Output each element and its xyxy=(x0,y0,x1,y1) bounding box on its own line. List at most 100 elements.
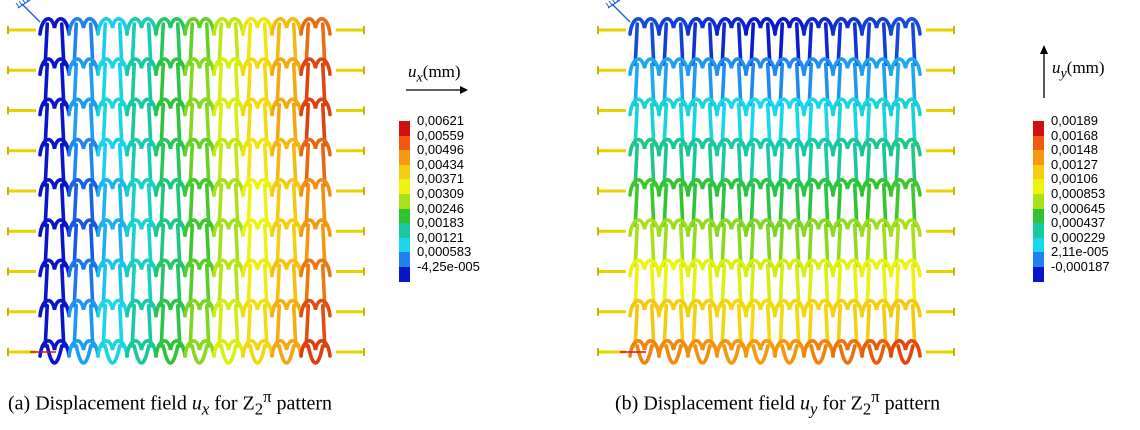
caption-a: (a) Displacement field ux for Z2π patter… xyxy=(8,387,333,419)
stitch-loop xyxy=(802,218,835,268)
stitch-loop xyxy=(299,298,332,348)
stitch-loop xyxy=(67,178,100,228)
stitch-loop xyxy=(125,258,158,308)
stitch-loop xyxy=(67,298,100,348)
panel-ux: ux(mm) 0,00621 0,00559 0,00496 0,00434 0,003… xyxy=(0,0,560,430)
stitch-loop xyxy=(860,178,893,228)
stitch-loop xyxy=(744,97,777,147)
stitch-loop xyxy=(67,339,100,365)
stitch-loop xyxy=(154,258,187,308)
stitch-loop xyxy=(831,137,864,187)
legend-swatch xyxy=(399,208,410,224)
support-line xyxy=(21,3,41,23)
uy-axis-label: uy(mm) xyxy=(1052,58,1105,82)
stitch-loop xyxy=(67,17,100,67)
stitch-loop xyxy=(96,298,129,348)
stitch-loop xyxy=(96,339,129,365)
legend-swatch xyxy=(399,267,410,283)
stitch-loop xyxy=(154,178,187,228)
legend-swatch xyxy=(399,237,410,253)
stitch-loop xyxy=(715,178,748,228)
stitch-loop xyxy=(628,178,661,228)
stitch-loop xyxy=(241,97,274,147)
stitch-loop xyxy=(686,339,719,365)
stitch-loop xyxy=(212,218,245,268)
stitch-loop xyxy=(657,57,690,107)
legend-value: 0,00189 xyxy=(1051,113,1098,128)
stitch-loop xyxy=(831,17,864,67)
stitch-loop xyxy=(125,137,158,187)
stitch-loop xyxy=(773,339,806,365)
support-hatch xyxy=(15,2,20,8)
legend-value: 0,00148 xyxy=(1051,142,1098,158)
stitch-loop xyxy=(773,258,806,308)
stitch-loop xyxy=(96,218,129,268)
stitch-loop xyxy=(773,298,806,348)
stitch-loop xyxy=(125,339,158,365)
stitch-loop xyxy=(744,137,777,187)
stitch-loop xyxy=(183,137,216,187)
stitch-loop xyxy=(628,339,661,365)
stitch-loop xyxy=(38,258,71,308)
stitch-loop xyxy=(212,57,245,107)
stitch-loop xyxy=(628,97,661,147)
stitch-loop xyxy=(831,258,864,308)
stitch-loop xyxy=(628,137,661,187)
stitch-loop xyxy=(686,97,719,147)
support-hatch xyxy=(607,0,621,9)
legend-swatch xyxy=(399,194,410,210)
stitch-loop xyxy=(241,137,274,187)
stitch-loop xyxy=(38,218,71,268)
stitch-loop xyxy=(744,17,777,67)
stitch-loop xyxy=(686,57,719,107)
stitch-loop xyxy=(270,97,303,147)
support-hatch xyxy=(616,0,619,2)
uy-color-legend: 0,00189 0,00168 0,00148 0,00127 0,00106 0,000… xyxy=(1033,114,1140,304)
stitch-loop xyxy=(860,258,893,308)
stitch-loop xyxy=(744,178,777,228)
stitch-loop xyxy=(67,137,100,187)
stitch-loop xyxy=(860,218,893,268)
stitch-loop xyxy=(183,57,216,107)
stitch-loop xyxy=(270,178,303,228)
stitch-loop xyxy=(154,97,187,147)
support-line xyxy=(611,3,631,23)
legend-value: 0,00434 xyxy=(417,156,464,172)
knit-mesh-ux xyxy=(7,0,365,365)
stitch-loop xyxy=(889,258,922,308)
stitch-loop xyxy=(802,339,835,365)
fixed-support-icon xyxy=(15,0,41,23)
stitch-loop xyxy=(831,57,864,107)
stitch-loop xyxy=(889,218,922,268)
stitch-loop xyxy=(183,298,216,348)
stitch-loop xyxy=(212,258,245,308)
stitch-loop xyxy=(744,298,777,348)
legend-value: 0,000437 xyxy=(1051,215,1106,231)
support-hatch xyxy=(605,2,610,8)
stitch-loop xyxy=(715,258,748,308)
stitch-loop xyxy=(744,258,777,308)
legend-value: 0,00127 xyxy=(1051,156,1098,172)
stitch-loop xyxy=(96,97,129,147)
stitch-loop xyxy=(299,218,332,268)
stitch-loop xyxy=(299,17,332,67)
support-hatch xyxy=(18,0,23,6)
stitch-loop xyxy=(241,178,274,228)
panel-uy: uy(mm) 0,00189 0,00168 0,00148 0,00127 0,001… xyxy=(590,0,1140,430)
stitch-loop xyxy=(96,137,129,187)
stitch-loop xyxy=(657,178,690,228)
stitch-loop xyxy=(125,97,158,147)
legend-swatch xyxy=(399,135,410,151)
stitch-loop xyxy=(270,298,303,348)
stitch-loop xyxy=(241,17,274,67)
stitch-loop xyxy=(154,17,187,67)
legend-value: 0,00168 xyxy=(1051,127,1098,143)
stitch-loop xyxy=(67,97,100,147)
stitch-loop xyxy=(802,17,835,67)
stitch-loop xyxy=(657,218,690,268)
stitch-loop xyxy=(67,258,100,308)
legend-value: 0,00559 xyxy=(417,127,464,143)
stitch-loop xyxy=(744,218,777,268)
legend-swatch xyxy=(399,223,410,239)
stitch-loop xyxy=(686,258,719,308)
